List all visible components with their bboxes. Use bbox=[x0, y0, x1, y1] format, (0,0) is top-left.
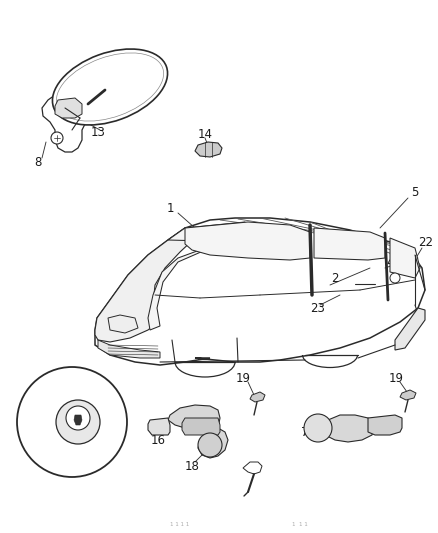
Text: 18: 18 bbox=[184, 459, 199, 472]
Circle shape bbox=[304, 414, 332, 442]
Polygon shape bbox=[168, 405, 228, 458]
Circle shape bbox=[198, 433, 222, 457]
Polygon shape bbox=[318, 415, 375, 442]
Text: 22: 22 bbox=[418, 237, 434, 249]
Polygon shape bbox=[185, 222, 310, 260]
Circle shape bbox=[17, 367, 127, 477]
Text: 16: 16 bbox=[151, 433, 166, 447]
Polygon shape bbox=[243, 462, 262, 474]
Text: 19: 19 bbox=[389, 372, 403, 384]
Polygon shape bbox=[95, 218, 425, 365]
Text: 4: 4 bbox=[386, 255, 394, 269]
Text: 7: 7 bbox=[301, 425, 309, 439]
Text: 1: 1 bbox=[166, 201, 174, 214]
Text: 6: 6 bbox=[36, 387, 44, 400]
Polygon shape bbox=[182, 418, 220, 435]
Text: 23: 23 bbox=[311, 302, 325, 314]
Polygon shape bbox=[400, 390, 416, 400]
Polygon shape bbox=[395, 308, 425, 350]
Ellipse shape bbox=[53, 49, 168, 125]
Text: 5: 5 bbox=[411, 187, 419, 199]
Polygon shape bbox=[250, 392, 265, 402]
Polygon shape bbox=[195, 142, 222, 157]
Circle shape bbox=[390, 273, 400, 283]
Text: 13: 13 bbox=[91, 125, 106, 139]
Text: 14: 14 bbox=[198, 127, 212, 141]
Circle shape bbox=[56, 400, 100, 444]
Polygon shape bbox=[108, 315, 138, 333]
Polygon shape bbox=[368, 415, 402, 435]
Text: 19: 19 bbox=[236, 372, 251, 384]
Polygon shape bbox=[42, 92, 92, 152]
Polygon shape bbox=[95, 228, 195, 342]
Polygon shape bbox=[55, 98, 82, 118]
Text: 8: 8 bbox=[34, 156, 42, 168]
Polygon shape bbox=[74, 415, 82, 425]
Polygon shape bbox=[314, 228, 385, 260]
Text: 10: 10 bbox=[123, 61, 138, 74]
Text: 1  1 1: 1 1 1 bbox=[292, 521, 308, 527]
Circle shape bbox=[51, 132, 63, 144]
Text: 1 1 1 1: 1 1 1 1 bbox=[170, 521, 190, 527]
Text: 2: 2 bbox=[331, 271, 339, 285]
Circle shape bbox=[66, 406, 90, 430]
Ellipse shape bbox=[57, 53, 164, 121]
Polygon shape bbox=[148, 222, 246, 330]
Polygon shape bbox=[390, 238, 420, 278]
Polygon shape bbox=[148, 418, 170, 435]
Polygon shape bbox=[98, 340, 160, 358]
